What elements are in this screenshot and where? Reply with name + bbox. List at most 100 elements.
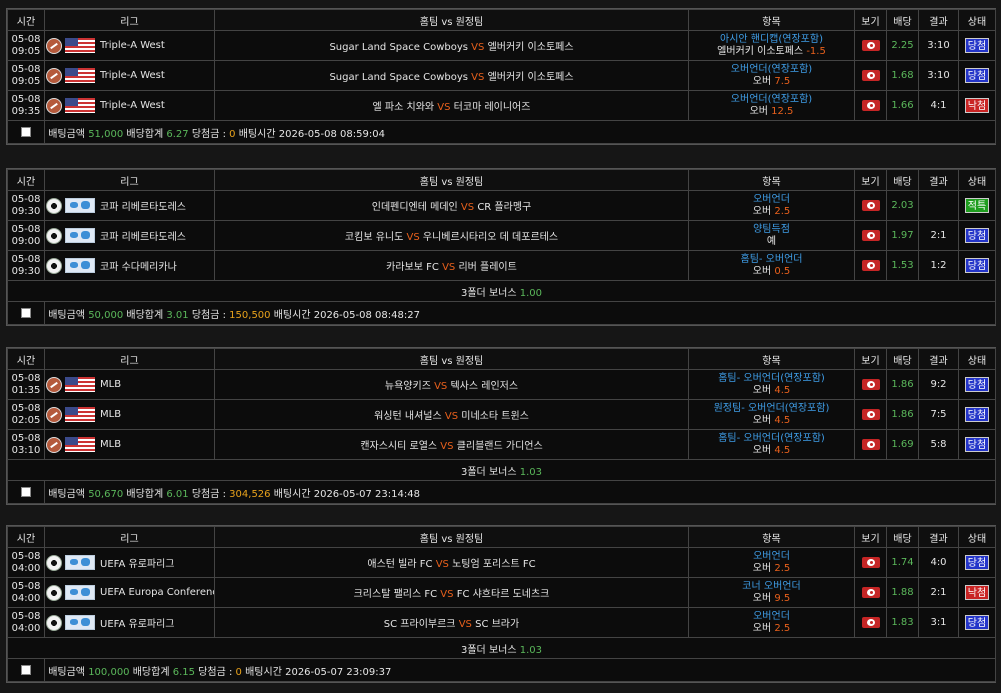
header-row: 시간 리그 홈팀 vs 원정팀 항목 보기 배당 결과 상태 (7, 348, 996, 370)
bet-type: 홈팀- 오버언더(연장포함) (718, 432, 825, 444)
eye-icon[interactable] (861, 556, 880, 568)
status-cell: 낙첨 (958, 90, 996, 121)
total-odds: 6.15 (172, 666, 195, 678)
match-cell: 애스턴 빌라 FC VS 노팅엄 포리스트 FC (214, 547, 689, 578)
folder-bonus: 3폴더 보너스 1.03 (7, 459, 996, 481)
away-team: 터코마 레이니어즈 (453, 102, 531, 113)
col-odds-header: 배당 (886, 169, 919, 191)
eye-icon[interactable] (861, 616, 880, 628)
bet-type: 오버언더(연장포함) (730, 93, 813, 105)
league-name: 코파 리베르타도레스 (100, 232, 186, 243)
col-item-header: 항목 (688, 9, 855, 31)
league-cell: Triple-A West (44, 30, 215, 61)
select-checkbox[interactable] (21, 486, 31, 497)
match-date: 05-08 (11, 580, 41, 592)
result-score: 4:1 (918, 90, 959, 121)
bet-pick: 오버 (752, 384, 772, 396)
folder-bonus: 3폴더 보너스 1.03 (7, 637, 996, 659)
baseball-icon (46, 436, 62, 453)
vs-label: VS (434, 381, 448, 392)
bet-pick: 오버 (752, 562, 772, 574)
odds-value: 1.53 (886, 250, 919, 281)
select-checkbox[interactable] (21, 307, 31, 318)
league-name: Triple-A West (100, 100, 165, 111)
eye-icon[interactable] (861, 378, 880, 390)
home-team: 코킴보 유니도 (344, 232, 404, 243)
home-team: 엘 파소 치와와 (372, 102, 435, 113)
view-cell (854, 429, 887, 460)
soccer-icon (46, 614, 62, 631)
vs-label: VS (435, 559, 449, 570)
eye-icon[interactable] (861, 99, 880, 111)
eye-icon[interactable] (861, 69, 880, 81)
league-name: Triple-A West (100, 70, 165, 81)
status-cell: 당첨 (958, 607, 996, 638)
league-cell: 코파 리베르타도레스 (44, 190, 215, 221)
bet-row: 05-08 09:30 코파 리베르타도레스 인데펜디엔테 메데인 VS CR 플… (7, 190, 996, 221)
view-cell (854, 90, 887, 121)
slip-summary: 배팅금액 50,670 배당합계 6.01 당첨금 : 304,526 배팅시간… (44, 480, 996, 504)
odds-value: 2.25 (886, 30, 919, 61)
away-team: 텍사스 레인저스 (450, 381, 519, 392)
match-time: 05-08 09:05 (7, 30, 45, 61)
eye-icon[interactable] (861, 39, 880, 51)
bonus-value: 1.03 (519, 466, 542, 478)
match-cell: 뉴욕양키즈 VS 텍사스 레인저스 (214, 369, 689, 400)
match-date: 05-08 (11, 432, 41, 444)
eye-icon[interactable] (861, 408, 880, 420)
eye-icon[interactable] (861, 438, 880, 450)
eye-icon[interactable] (861, 259, 880, 271)
bet-pick: 오버 (752, 205, 772, 217)
bet-pick: 예 (766, 235, 777, 247)
eye-icon[interactable] (861, 586, 880, 598)
win-amount: 0 (229, 128, 236, 140)
select-checkbox[interactable] (21, 664, 31, 675)
odds-value: 1.68 (886, 60, 919, 91)
col-odds-header: 배당 (886, 526, 919, 548)
match-clock: 04:00 (11, 562, 41, 574)
col-time-header: 시간 (7, 526, 45, 548)
league-name: Triple-A West (100, 40, 165, 51)
match-cell: Sugar Land Space Cowboys VS 엘버커키 이소토페스 (214, 60, 689, 91)
bet-slip-table: 시간 리그 홈팀 vs 원정팀 항목 보기 배당 결과 상태 05-08 01:3… (7, 348, 996, 504)
bet-item-cell: 코너 오버언더 오버 9.5 (688, 577, 855, 608)
match-time: 05-08 09:05 (7, 60, 45, 91)
folder-bonus: 3폴더 보너스 1.00 (7, 280, 996, 302)
home-team: 카라보보 FC (386, 262, 439, 273)
bet-row: 05-08 09:00 코파 리베르타도레스 코킴보 유니도 VS 우니베르시타리… (7, 220, 996, 251)
world-flag-icon (65, 228, 95, 243)
league-cell: Triple-A West (44, 90, 215, 121)
away-team: 리버 플레이트 (458, 262, 517, 273)
match-clock: 09:05 (11, 45, 41, 57)
status-cell: 적특 (958, 190, 996, 221)
match-date: 05-08 (11, 33, 41, 45)
match-date: 05-08 (11, 402, 41, 414)
bet-time-label: 배팅시간 (238, 128, 276, 140)
match-cell: 크리스탈 팰리스 FC VS FC 샤흐타르 도네츠크 (214, 577, 689, 608)
eye-icon[interactable] (861, 229, 880, 241)
slip-footer: 배팅금액 50,000 배당합계 3.01 당첨금 : 150,500 배팅시간… (7, 301, 996, 325)
status-badge: 낙첨 (965, 98, 989, 113)
eye-icon[interactable] (861, 199, 880, 211)
home-team: 애스턴 빌라 FC (367, 559, 433, 570)
match-clock: 09:35 (11, 105, 41, 117)
world-flag-icon (65, 555, 95, 570)
bet-item-cell: 오버언더(연장포함) 오버 7.5 (688, 60, 855, 91)
view-cell (854, 607, 887, 638)
view-cell (854, 220, 887, 251)
match-date: 05-08 (11, 253, 41, 265)
bet-time: 2026-05-07 23:09:37 (285, 666, 392, 678)
result-score: 1:2 (918, 250, 959, 281)
odds-value: 1.74 (886, 547, 919, 578)
baseball-icon (46, 406, 62, 423)
league-name: UEFA 유로파리그 (100, 559, 175, 570)
bet-line: 7.5 (774, 75, 791, 87)
col-view-header: 보기 (854, 169, 887, 191)
bet-time-label: 배팅시간 (245, 666, 282, 678)
select-checkbox[interactable] (21, 126, 31, 137)
bet-time: 2026-05-08 08:48:27 (313, 309, 420, 321)
bet-row: 05-08 04:00 UEFA 유로파리그 SC 프라이부르크 VS SC 브라… (7, 607, 996, 638)
bet-pick: 오버 (752, 75, 772, 87)
match-cell: SC 프라이부르크 VS SC 브라가 (214, 607, 689, 638)
bet-slip: 시간 리그 홈팀 vs 원정팀 항목 보기 배당 결과 상태 05-08 04:0… (6, 525, 996, 683)
